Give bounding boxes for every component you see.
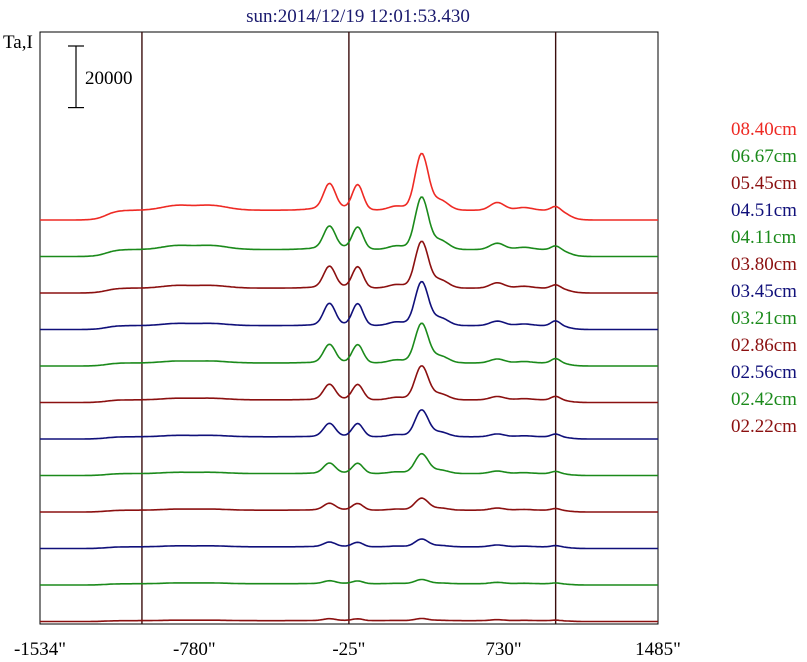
- legend-entry: 06.67cm: [731, 146, 797, 167]
- series-line-02.86cm: [40, 497, 658, 513]
- legend: 08.40cm 06.67cm 05.45cm 04.51cm 04.11cm 03.80…: [731, 119, 797, 437]
- legend-entry: 04.11cm: [731, 227, 796, 248]
- series-line-02.42cm: [40, 578, 658, 586]
- series-lines: [40, 152, 658, 623]
- series-line-02.22cm: [40, 617, 658, 623]
- legend-entry: 04.51cm: [731, 200, 797, 221]
- series-line-06.67cm: [40, 196, 658, 258]
- legend-entry: 03.45cm: [731, 281, 797, 302]
- series-line-04.11cm: [40, 322, 658, 367]
- legend-entry: 03.21cm: [731, 308, 797, 329]
- vertical-markers: [141, 32, 557, 624]
- series-line-03.21cm: [40, 452, 658, 477]
- y-axis-label: Ta,I: [3, 32, 33, 53]
- x-tick-label: -25": [332, 639, 365, 660]
- legend-entry: 08.40cm: [731, 119, 797, 140]
- series-line-02.56cm: [40, 538, 658, 550]
- legend-entry: 05.45cm: [731, 173, 797, 194]
- series-line-05.45cm: [40, 240, 658, 294]
- series-line-03.45cm: [40, 409, 658, 440]
- legend-entry: 02.22cm: [731, 416, 797, 437]
- x-axis-ticks: -1534" -780" -25" 730" 1485": [14, 639, 681, 660]
- x-tick-label: 1485": [635, 639, 681, 660]
- series-line-03.80cm: [40, 365, 658, 404]
- chart-title: sun:2014/12/19 12:01:53.430: [246, 6, 470, 27]
- scale-bar-label: 20000: [85, 68, 133, 89]
- legend-entry: 02.42cm: [731, 389, 797, 410]
- legend-entry: 02.56cm: [731, 362, 797, 383]
- series-line-08.40cm: [40, 152, 658, 221]
- series-line-04.51cm: [40, 280, 658, 331]
- x-tick-label: 730": [485, 639, 521, 660]
- scale-bar: 20000: [68, 45, 133, 109]
- x-tick-label: -780": [173, 639, 216, 660]
- legend-entry: 03.80cm: [731, 254, 797, 275]
- x-tick-label: -1534": [14, 639, 66, 660]
- legend-entry: 02.86cm: [731, 335, 797, 356]
